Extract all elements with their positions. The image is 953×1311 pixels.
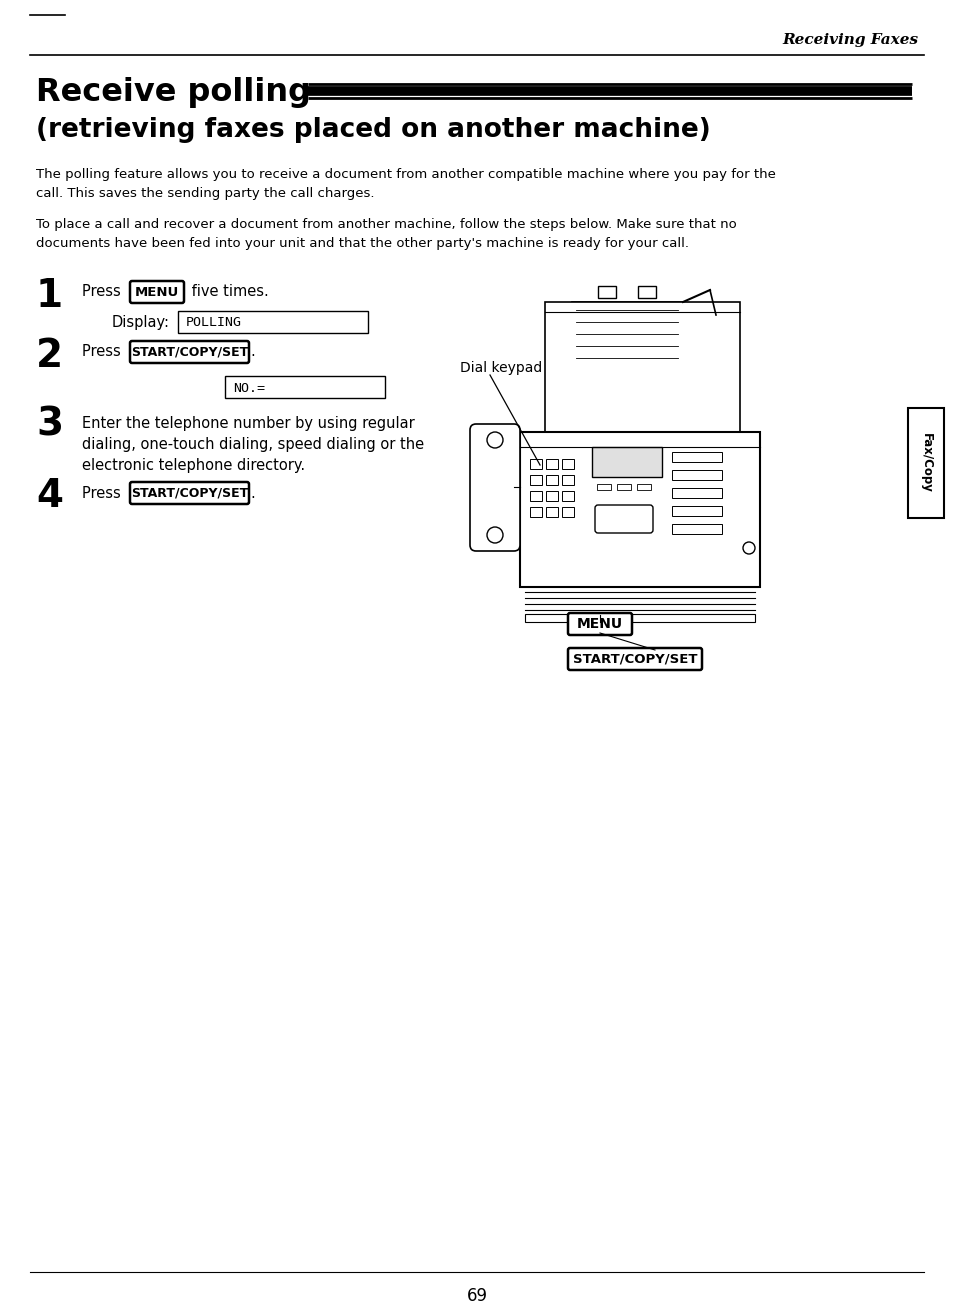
Bar <box>617 484 630 490</box>
Bar <box>671 506 721 517</box>
Text: START/COPY/SET: START/COPY/SET <box>572 653 697 666</box>
FancyBboxPatch shape <box>595 505 652 534</box>
FancyBboxPatch shape <box>567 648 701 670</box>
Bar <box>530 492 541 501</box>
Bar <box>637 484 650 490</box>
Bar <box>597 484 610 490</box>
Bar <box>545 492 558 501</box>
Text: 3: 3 <box>36 405 63 443</box>
Text: Enter the telephone number by using regular
dialing, one-touch dialing, speed di: Enter the telephone number by using regu… <box>82 416 424 473</box>
Text: NO.=: NO.= <box>233 382 265 395</box>
Bar <box>671 452 721 461</box>
Text: POLLING: POLLING <box>186 316 242 329</box>
Bar <box>572 302 681 378</box>
Bar <box>671 524 721 534</box>
Bar <box>530 475 541 485</box>
Bar <box>545 459 558 469</box>
Text: Display:: Display: <box>112 316 170 330</box>
Text: 69: 69 <box>466 1287 487 1304</box>
Bar <box>561 492 574 501</box>
FancyBboxPatch shape <box>567 614 631 635</box>
Bar <box>530 507 541 517</box>
Text: START/COPY/SET: START/COPY/SET <box>131 486 248 499</box>
FancyBboxPatch shape <box>130 341 249 363</box>
Bar <box>561 475 574 485</box>
Bar <box>638 286 656 298</box>
Text: five times.: five times. <box>187 284 269 299</box>
Bar <box>561 459 574 469</box>
Bar <box>519 433 760 587</box>
Bar <box>225 376 385 399</box>
Text: MENU: MENU <box>134 286 179 299</box>
Text: MENU: MENU <box>577 617 622 631</box>
Text: 2: 2 <box>36 337 63 375</box>
Text: The polling feature allows you to receive a document from another compatible mac: The polling feature allows you to receiv… <box>36 168 775 201</box>
Bar <box>671 488 721 498</box>
Text: .: . <box>250 345 254 359</box>
Text: Press: Press <box>82 485 125 501</box>
Bar <box>178 311 368 333</box>
Text: To place a call and recover a document from another machine, follow the steps be: To place a call and recover a document f… <box>36 218 736 250</box>
Text: (retrieving faxes placed on another machine): (retrieving faxes placed on another mach… <box>36 117 710 143</box>
Bar <box>545 475 558 485</box>
Bar <box>530 459 541 469</box>
Text: Press: Press <box>82 345 125 359</box>
Text: Dial keypad: Dial keypad <box>459 361 541 375</box>
Bar <box>524 614 754 621</box>
Text: START/COPY/SET: START/COPY/SET <box>131 346 248 358</box>
Bar <box>544 302 740 433</box>
Text: Fax/Copy: Fax/Copy <box>919 433 931 493</box>
Text: .: . <box>250 485 254 501</box>
Text: Press: Press <box>82 284 125 299</box>
FancyBboxPatch shape <box>470 423 519 551</box>
Bar <box>598 286 616 298</box>
Bar <box>592 447 661 477</box>
Bar <box>561 507 574 517</box>
Text: Receiving Faxes: Receiving Faxes <box>781 33 917 47</box>
Text: 4: 4 <box>36 477 63 515</box>
FancyBboxPatch shape <box>130 482 249 503</box>
Text: Receive polling: Receive polling <box>36 76 322 108</box>
Bar <box>545 507 558 517</box>
FancyBboxPatch shape <box>130 281 184 303</box>
Text: 1: 1 <box>36 277 63 315</box>
Bar <box>907 408 943 518</box>
Bar <box>671 471 721 480</box>
